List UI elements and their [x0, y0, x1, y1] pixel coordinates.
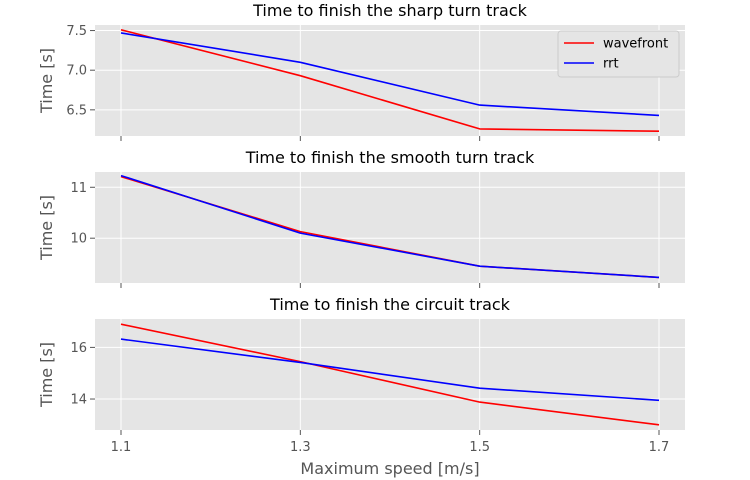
x-tick-label: 1.5 [469, 440, 490, 455]
y-tick-label: 7.5 [66, 24, 87, 39]
series-line-wavefront [120, 323, 660, 426]
y-tick-label: 14 [70, 393, 87, 408]
x-tick-label: 1.3 [290, 440, 311, 455]
x-tick-label: 1.7 [649, 440, 670, 455]
x-tick-label: 1.1 [111, 440, 132, 455]
subplot-title: Time to finish the sharp turn track [252, 1, 527, 20]
subplot-title: Time to finish the circuit track [269, 295, 511, 314]
series-line-rrt [120, 174, 660, 279]
y-tick-label: 6.5 [66, 103, 87, 118]
legend-label-wavefront: wavefront [603, 37, 668, 52]
legend-label-rrt: rrt [603, 57, 619, 72]
series-line-wavefront [120, 29, 660, 132]
subplot-title: Time to finish the smooth turn track [245, 148, 535, 167]
y-tick-label: 16 [70, 341, 87, 356]
x-axis-label: Maximum speed [m/s] [300, 459, 479, 478]
series-line-rrt [120, 32, 660, 117]
y-tick-label: 10 [70, 232, 87, 247]
plot-background [95, 172, 685, 283]
series-line-rrt [120, 338, 660, 402]
subplot-3: 14 16 1.1 1.3 1.5 1.7 Time to finish the circu… [37, 295, 685, 478]
subplot-2: 10 11 Time to finish the smooth turn track… [37, 148, 685, 288]
y-tick-label: 7.0 [66, 64, 87, 79]
y-axis-label: Time [s] [37, 48, 56, 114]
y-axis-label: Time [s] [37, 342, 56, 408]
y-tick-label: 11 [70, 181, 87, 196]
subplot-1: 6.5 7.0 7.5 Time to finish the sharp turn t… [37, 1, 685, 141]
y-axis-label: Time [s] [37, 195, 56, 261]
